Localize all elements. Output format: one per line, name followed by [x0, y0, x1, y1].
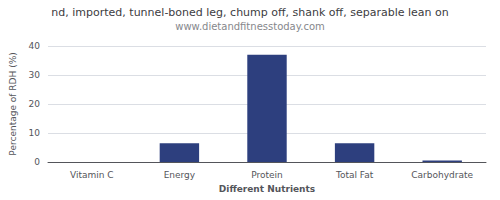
svg-text:Vitamin C: Vitamin C	[70, 170, 114, 180]
svg-text:Total Fat: Total Fat	[335, 170, 374, 180]
svg-text:40: 40	[29, 41, 41, 51]
svg-text:Energy: Energy	[164, 170, 196, 180]
svg-text:www.dietandfitnesstoday.com: www.dietandfitnesstoday.com	[175, 21, 324, 32]
svg-text:Protein: Protein	[251, 170, 283, 180]
svg-text:10: 10	[29, 128, 41, 138]
svg-text:30: 30	[29, 70, 41, 80]
svg-text:20: 20	[29, 99, 41, 109]
svg-text:Different Nutrients: Different Nutrients	[219, 184, 315, 194]
svg-text:Carbohydrate: Carbohydrate	[411, 170, 473, 180]
svg-text:nd, imported, tunnel-boned leg: nd, imported, tunnel-boned leg, chump of…	[51, 6, 448, 19]
svg-text:Percentage of RDH (%): Percentage of RDH (%)	[8, 52, 18, 155]
svg-text:0: 0	[34, 157, 40, 167]
